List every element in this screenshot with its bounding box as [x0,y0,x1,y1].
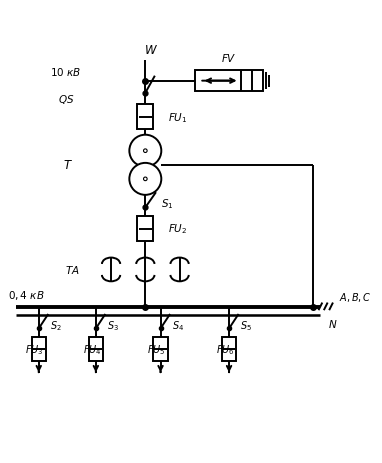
Bar [89,338,103,361]
Text: $FV$: $FV$ [221,52,237,64]
Text: $0,4$ $кВ$: $0,4$ $кВ$ [8,289,45,302]
Bar [138,105,153,130]
Bar [195,71,263,92]
Circle shape [129,163,161,195]
Text: $QS$: $QS$ [58,93,74,106]
Bar [222,338,236,361]
Text: $TA$: $TA$ [65,264,80,276]
Text: $S_2$: $S_2$ [50,318,62,332]
Circle shape [144,150,147,153]
Circle shape [144,178,147,181]
Bar [138,217,153,241]
Text: $FU_4$: $FU_4$ [83,342,101,356]
Text: $FU_5$: $FU_5$ [147,342,166,356]
Text: $FU_1$: $FU_1$ [168,111,188,124]
Text: $A, B, C$: $A, B, C$ [339,291,372,304]
Text: $S_4$: $S_4$ [172,318,184,332]
Circle shape [129,135,161,167]
Text: $10$ $кВ$: $10$ $кВ$ [50,66,81,78]
Text: $N$: $N$ [328,318,338,330]
Text: $T$: $T$ [63,159,73,172]
Text: $S_1$: $S_1$ [160,197,173,211]
Bar [153,338,168,361]
Text: $S_5$: $S_5$ [241,318,253,332]
Text: $FU_3$: $FU_3$ [26,342,44,356]
Text: $S_3$: $S_3$ [107,318,119,332]
Bar [32,338,46,361]
Text: $W$: $W$ [144,44,158,57]
Text: $FU_2$: $FU_2$ [168,222,188,236]
Text: $FU_6$: $FU_6$ [216,342,235,356]
